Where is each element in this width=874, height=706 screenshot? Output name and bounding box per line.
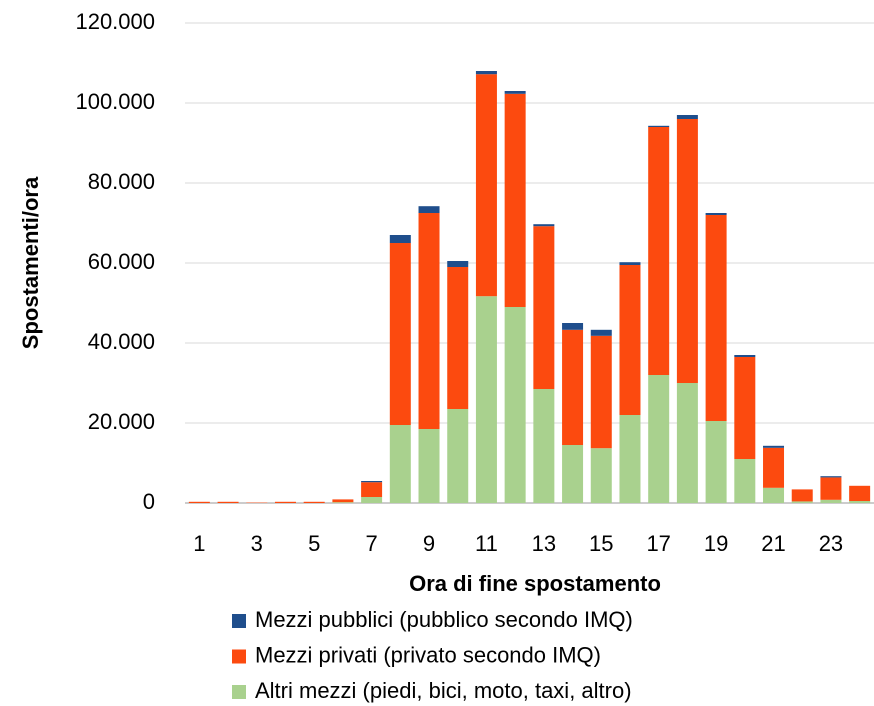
bar-segment [820,477,842,500]
bar-segment [447,409,469,503]
bar-segment [590,448,612,503]
x-tick-label: 5 [308,531,320,556]
bar-segment [820,476,842,478]
bar-segment [619,265,641,415]
bar-segment [820,499,842,503]
y-tick-label: 0 [143,489,155,514]
bar-segment [562,445,584,503]
bar-segment [849,485,871,501]
bar-segment [217,501,239,503]
y-tick-label: 100.000 [75,89,155,114]
bar-segment [791,489,813,502]
bar-segment [648,125,670,127]
bar-segment [619,262,641,265]
bar-segment [389,425,411,503]
bar-segment [504,91,526,94]
bar-segment [562,329,584,445]
bar-segment [705,213,727,215]
bar-segment [533,226,555,389]
legend-label: Altri mezzi (piedi, bici, moto, taxi, al… [255,678,632,703]
bar-segment [676,383,698,503]
bar-segment [705,215,727,421]
x-tick-label: 11 [475,531,498,556]
bar-segment [763,487,785,503]
bar-segment [447,267,469,409]
bar-segment [475,74,497,297]
bar-segment [734,459,756,503]
x-tick-label: 9 [423,531,435,556]
bar-segment [763,445,785,448]
bar-segment [504,307,526,503]
x-tick-label: 17 [646,531,670,556]
bar-segment [648,127,670,375]
bar-segment [361,481,383,483]
bar-segment [504,93,526,307]
bar-segment [332,502,354,503]
bar-segment [418,206,440,213]
bar-segment [590,335,612,449]
bar-segment [533,389,555,503]
bar-segment [389,235,411,243]
bar-segment [361,482,383,497]
y-tick-label: 120.000 [75,9,155,34]
bar-segment [188,501,210,503]
bar-segment [303,501,325,503]
bar-segment [590,329,612,336]
legend-swatch [232,614,246,628]
x-axis-title: Ora di fine spostamento [409,571,661,596]
legend-label: Mezzi privati (privato secondo IMQ) [255,642,601,667]
bar-segment [332,499,354,503]
legend-swatch [232,685,246,699]
bar-segment [447,261,469,267]
x-tick-label: 21 [761,531,785,556]
bar-segment [418,213,440,429]
y-tick-label: 80.000 [88,169,155,194]
x-tick-label: 3 [251,531,263,556]
y-tick-label: 40.000 [88,329,155,354]
y-tick-label: 20.000 [88,409,155,434]
x-tick-label: 19 [704,531,728,556]
bar-segment [734,357,756,459]
x-tick-label: 7 [365,531,377,556]
x-tick-label: 13 [532,531,556,556]
bar-segment [475,296,497,503]
y-axis-title: Spostamenti/ora [18,176,43,349]
bar-segment [676,119,698,383]
bar-segment [619,415,641,503]
bar-segment [676,115,698,119]
x-tick-label: 1 [193,531,205,556]
bar-segment [705,421,727,503]
legend-swatch [232,649,246,664]
bar-segment [763,447,785,488]
bar-segment [274,501,296,503]
bar-segment [849,501,871,503]
bar-segment [389,243,411,425]
x-tick-label: 23 [819,531,843,556]
bar-segment [562,323,584,330]
bar-segment [791,501,813,503]
legend-label: Mezzi pubblici (pubblico secondo IMQ) [255,607,633,632]
bar-segment [533,224,555,227]
bar-segment [734,355,756,357]
bar-segment [648,375,670,503]
bar-segment [418,429,440,503]
bar-segment [361,497,383,503]
y-tick-label: 60.000 [88,249,155,274]
bar-segment [475,71,497,75]
x-tick-label: 15 [589,531,613,556]
